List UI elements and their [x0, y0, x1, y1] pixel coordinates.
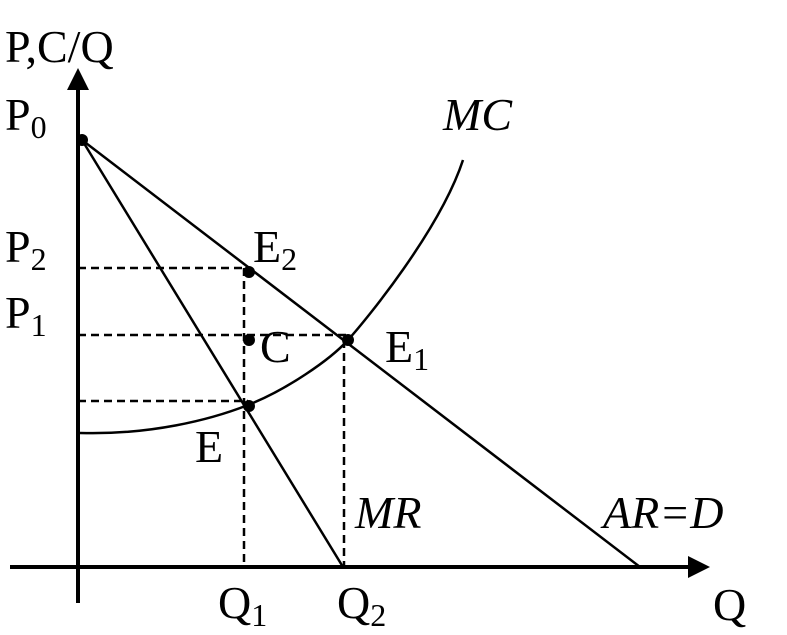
point [243, 400, 255, 412]
y-axis-label: P,C/Q [5, 21, 114, 72]
mr-line [80, 139, 345, 568]
label: E [195, 421, 223, 472]
dashed-p1 [78, 333, 348, 567]
label: P0 [5, 89, 47, 145]
mc-curve [79, 159, 465, 435]
curve-label: AR=D [600, 487, 723, 538]
point [342, 334, 354, 346]
curve-label: MR [354, 487, 421, 538]
label: C [260, 321, 291, 372]
y-arrow [67, 68, 89, 90]
label: E2 [253, 221, 297, 277]
point [76, 134, 88, 146]
label: P1 [5, 287, 47, 343]
curve-label: MC [442, 89, 513, 140]
dashed-p2 [78, 266, 248, 567]
x-axis-label: Q [713, 579, 746, 630]
point [243, 334, 255, 346]
label: E1 [385, 321, 429, 377]
point [243, 266, 255, 278]
ar-line [81, 139, 641, 568]
label: Q1 [218, 577, 267, 633]
label: P2 [5, 221, 47, 277]
x-arrow [688, 556, 710, 578]
label: Q2 [337, 577, 386, 633]
